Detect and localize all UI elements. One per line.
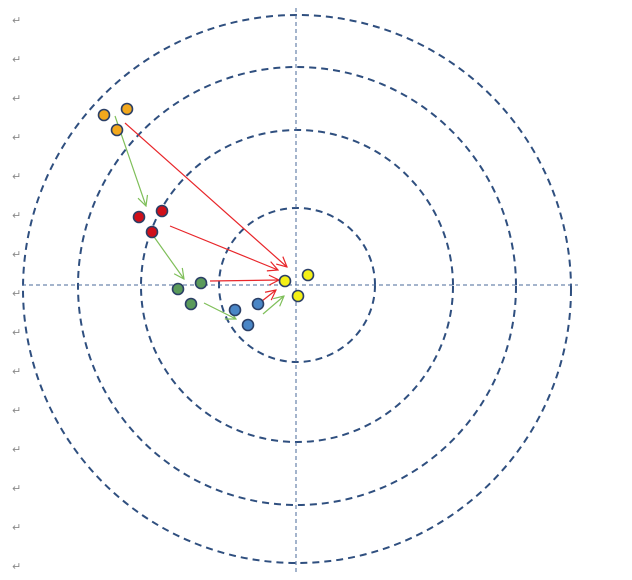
arrow-blue-to-yellow — [262, 296, 284, 315]
green-dot — [184, 297, 198, 311]
green-dot — [194, 276, 208, 290]
yellow-dot — [301, 268, 315, 282]
paragraph-mark: ↵ — [12, 53, 21, 66]
paragraph-mark: ↵ — [12, 170, 21, 183]
third-ring — [77, 66, 517, 506]
paragraph-mark: ↵ — [12, 92, 21, 105]
second-ring — [140, 129, 454, 443]
paragraph-mark: ↵ — [12, 521, 21, 534]
paragraph-mark: ↵ — [12, 14, 21, 27]
blue-dot — [241, 318, 255, 332]
paragraph-mark: ↵ — [12, 326, 21, 339]
paragraph-mark: ↵ — [12, 287, 21, 300]
paragraph-mark: ↵ — [12, 131, 21, 144]
red-cluster — [132, 204, 169, 239]
green-cluster — [171, 276, 208, 311]
blue-cluster — [228, 297, 265, 332]
yellow-cluster — [278, 268, 315, 303]
red-dot — [132, 210, 146, 224]
orange-dot — [110, 123, 124, 137]
red-arrows — [124, 122, 287, 302]
orange-dot — [97, 108, 111, 122]
paragraph-marks: ↵ ↵ ↵ ↵ ↵ ↵ ↵ ↵ ↵ ↵ ↵ ↵ ↵ ↵ ↵ — [12, 14, 21, 573]
yellow-dot — [278, 274, 292, 288]
arrow-red-to-center — [169, 225, 278, 270]
outer-ring — [22, 14, 572, 564]
paragraph-mark: ↵ — [12, 443, 21, 456]
yellow-dot — [291, 289, 305, 303]
paragraph-mark: ↵ — [12, 482, 21, 495]
red-dot — [155, 204, 169, 218]
arrow-green-to-blue — [203, 302, 236, 319]
arrow-orange-to-center — [124, 122, 287, 267]
blue-dot — [228, 303, 242, 317]
paragraph-mark: ↵ — [12, 209, 21, 222]
arrow-blue-to-center — [261, 290, 276, 302]
orange-cluster — [97, 102, 134, 137]
arrow-red-to-green — [151, 233, 184, 279]
paragraph-mark: ↵ — [12, 248, 21, 261]
paragraph-mark: ↵ — [12, 404, 21, 417]
paragraph-mark: ↵ — [12, 365, 21, 378]
paragraph-mark: ↵ — [12, 560, 21, 573]
orange-dot — [120, 102, 134, 116]
blue-dot — [251, 297, 265, 311]
arrow-green-to-center — [209, 280, 279, 281]
green-dot — [171, 282, 185, 296]
red-dot — [145, 225, 159, 239]
